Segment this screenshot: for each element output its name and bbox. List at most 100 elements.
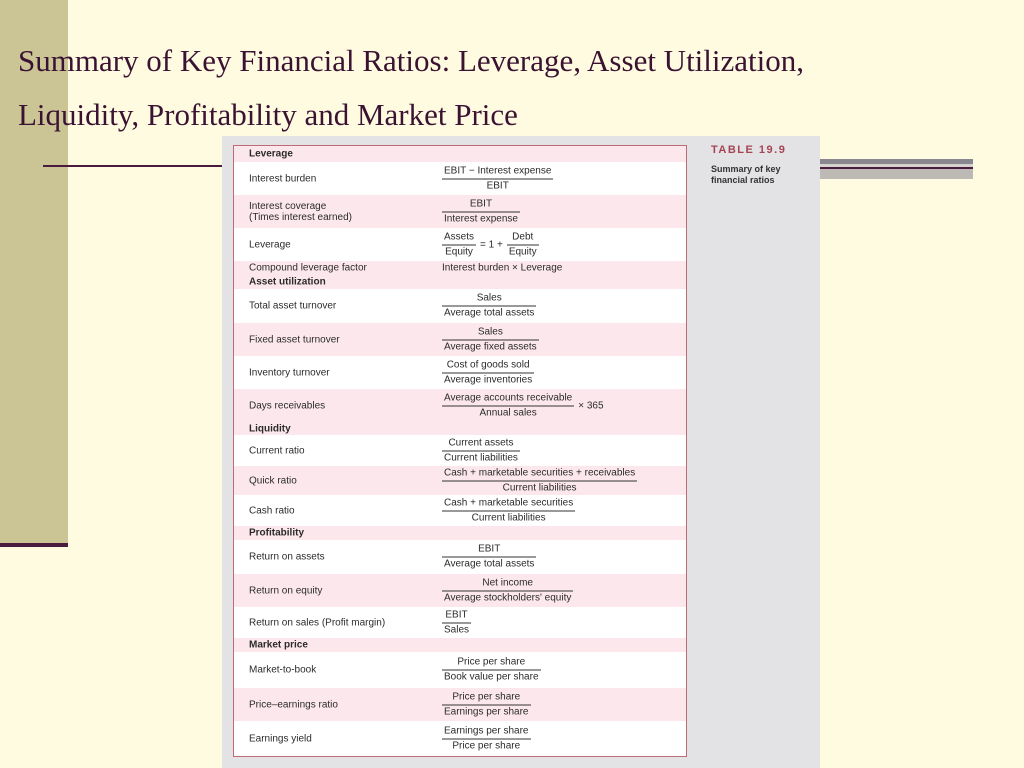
ratio-name: Return on equity [249, 585, 322, 596]
ratio-name-line: Cash ratio [249, 505, 295, 516]
ratio-formula: Interest burden × Leverage [442, 263, 562, 274]
left-decorative-band [0, 0, 68, 546]
fraction: Cash + marketable securities Current liab… [442, 497, 576, 524]
ratio-name-line: Price–earnings ratio [249, 699, 338, 710]
fraction-denominator: Average total assets [444, 307, 535, 319]
ratio-formula: Sales Average total assets [442, 293, 537, 320]
fraction-numerator: EBIT [442, 609, 472, 623]
ratio-name: Return on assets [249, 552, 325, 563]
ratio-name-line: Leverage [249, 148, 293, 160]
fraction-numerator: EBIT − Interest expense [442, 165, 554, 179]
ratio-name-line: Market price [249, 639, 308, 651]
right-decorative-rule [820, 159, 973, 164]
ratio-table: Leverage Interest burden EBIT − Interest e… [233, 145, 687, 757]
section-header-row: Asset utilization [234, 275, 686, 289]
ratio-formula: Assets Equity = 1 + Debt Equity [442, 231, 539, 258]
table-row: Interest burden EBIT − Interest expense EB… [234, 162, 686, 195]
fraction: Assets Equity [442, 231, 477, 258]
fraction-denominator: Annual sales [479, 407, 537, 418]
section-label: Asset utilization [249, 277, 326, 288]
right-decorative-rule [820, 164, 973, 167]
fraction-denominator: Book value per share [444, 671, 539, 683]
fraction-denominator: Average stockholders' equity [444, 592, 572, 603]
ratio-formula: Average accounts receivable Annual sales ×… [442, 392, 608, 419]
fraction-numerator: Average accounts receivable [442, 392, 575, 406]
formula-operator: = 1 + [480, 239, 503, 250]
fraction-denominator: Earnings per share [444, 706, 529, 717]
table-row: Return on equity Net income Average stockh… [234, 574, 686, 607]
table-row: Current ratio Current assets Current liabi… [234, 435, 686, 466]
ratio-name: Cash ratio [249, 505, 295, 516]
ratio-name-line: Compound leverage factor [249, 262, 367, 274]
fraction-numerator: Assets [442, 231, 477, 245]
ratio-name-line: Fixed asset turnover [249, 334, 340, 345]
ratio-name-line: Profitability [249, 527, 305, 539]
ratio-name-line: Current ratio [249, 445, 305, 456]
ratio-formula: EBIT − Interest expense EBIT [442, 165, 554, 192]
fraction-denominator: Current liabilities [444, 452, 518, 463]
ratio-name: Days receivables [249, 400, 325, 411]
fraction: EBIT Sales [442, 609, 472, 636]
fraction-numerator: Sales [442, 326, 539, 340]
ratio-name-line: Market-to-book [249, 664, 317, 676]
ratio-formula: EBIT Average total assets [442, 544, 537, 571]
fraction-numerator: Net income [442, 577, 574, 591]
table-row: Price–earnings ratio Price per share Earni… [234, 688, 686, 721]
right-decorative-rule [820, 167, 973, 169]
ratio-formula: Cash + marketable securities + receivabl… [442, 467, 638, 494]
fraction-denominator: Average total assets [444, 558, 535, 570]
ratio-name: Leverage [249, 239, 291, 250]
section-header-row: Profitability [234, 526, 686, 540]
ratio-formula: Cash + marketable securities Current liab… [442, 497, 576, 524]
ratio-name-line: Total asset turnover [249, 300, 337, 312]
formula-multiplier: × 365 [578, 400, 604, 411]
right-decorative-rule [820, 169, 973, 179]
fraction: EBIT Average total assets [442, 544, 537, 571]
ratio-name: Inventory turnover [249, 368, 330, 379]
table-number: TABLE 19.9 [711, 144, 787, 156]
fraction-denominator: Average inventories [444, 374, 533, 386]
section-label: Leverage [249, 149, 293, 160]
fraction-numerator: Price per share [442, 691, 531, 705]
fraction-denominator: Current liabilities [502, 482, 577, 493]
section-header-row: Leverage [234, 146, 686, 162]
fraction-denominator: Sales [444, 624, 470, 635]
ratio-name: Interest coverage (Times interest earned) [249, 201, 352, 223]
ratio-name-line: Interest burden [249, 173, 317, 184]
ratio-name: Interest burden [249, 173, 316, 184]
table-image-panel: Leverage Interest burden EBIT − Interest e… [222, 136, 820, 768]
ratio-formula: EBIT Interest expense [442, 198, 520, 225]
fraction-numerator: EBIT [442, 544, 537, 558]
ratio-formula: Current assets Current liabilities [442, 437, 520, 464]
fraction-numerator: Earnings per share [442, 725, 531, 739]
slide-title: Summary of Key Financial Ratios: Leverag… [18, 43, 805, 132]
fraction-denominator: Price per share [452, 740, 521, 751]
fraction: Current assets Current liabilities [442, 437, 520, 464]
ratio-name: Market-to-book [249, 665, 316, 676]
ratio-formula: Cost of goods sold Average inventories [442, 360, 535, 387]
ratio-name-line: Quick ratio [249, 475, 297, 486]
fraction-numerator: Sales [442, 293, 537, 307]
ratio-name: Return on sales (Profit margin) [249, 617, 385, 628]
table-row: Total asset turnover Sales Average total a… [234, 289, 686, 323]
section-header-row: Market price [234, 638, 686, 652]
table-caption: Summary of key financial ratios [711, 164, 781, 185]
fraction: Net income Average stockholders' equity [442, 577, 574, 604]
table-row: Leverage Assets Equity = 1 + Debt Equity [234, 228, 686, 261]
table-row: Earnings yield Earnings per share Price pe… [234, 721, 686, 756]
ratio-name: Current ratio [249, 445, 305, 456]
section-header-row: Liquidity [234, 422, 686, 435]
ratio-name-line: Asset utilization [249, 276, 326, 288]
fraction-denominator: Equity [445, 246, 473, 257]
table-row: Inventory turnover Cost of goods sold Aver… [234, 356, 686, 390]
table-row: Return on assets EBIT Average total assets [234, 540, 686, 574]
ratio-name: Compound leverage factor [249, 263, 367, 274]
section-label: Profitability [249, 528, 304, 539]
fraction-denominator: EBIT [486, 180, 509, 191]
ratio-name-line: Return on sales (Profit margin) [249, 617, 386, 628]
fraction-numerator: Current assets [442, 437, 520, 451]
fraction-numerator: Cost of goods sold [442, 360, 535, 374]
table-row: Fixed asset turnover Sales Average fixed a… [234, 323, 686, 356]
ratio-name-line: Inventory turnover [249, 367, 330, 379]
fraction: EBIT − Interest expense EBIT [442, 165, 554, 192]
